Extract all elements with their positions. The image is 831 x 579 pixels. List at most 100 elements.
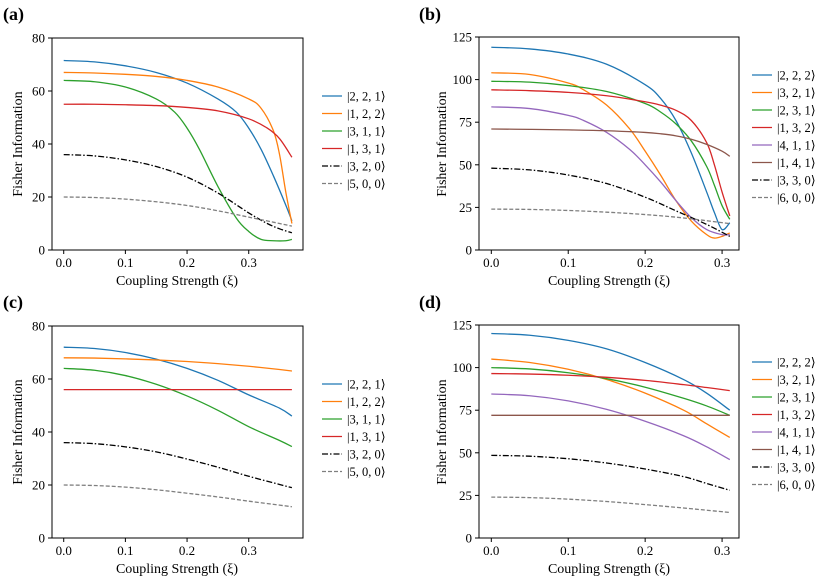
panel-a-y-tick-label: 80 <box>32 31 45 46</box>
panel-c-y-axis-title: Fisher Information <box>11 379 26 484</box>
panel-b-series-line-7 <box>491 208 730 225</box>
panel-a-series-line-5 <box>63 196 293 227</box>
panel-b-series-line-4 <box>491 106 730 236</box>
panel-d-series-line-0 <box>491 332 731 411</box>
panel-a-x-tick-label: 0.3 <box>241 255 257 270</box>
panel-b-y-tick-label: 125 <box>453 30 473 45</box>
panel-d-series-line-6 <box>491 454 730 491</box>
panel-c-series-line-1 <box>63 357 292 372</box>
panel-label-d: (d) <box>419 292 441 313</box>
panel-d-series-lines <box>491 332 731 514</box>
panel-label-c: (c) <box>3 292 23 313</box>
panel-a-y-tick-label: 40 <box>32 137 45 152</box>
panel-c-series-line-2 <box>63 367 293 448</box>
panel-b-x-tick-label: 0.1 <box>560 255 576 270</box>
panel-a-x-axis-title: Coupling Strength (ξ) <box>116 274 238 289</box>
panel-c-legend-label-2: |3, 1, 1⟩ <box>347 413 386 427</box>
panel-d-y-tick-label: 100 <box>453 360 473 375</box>
panel-a: (a) 0.0 0.1 0.2 0.3 0 20 40 60 80 |2, 2, 1⟩ |1, 2,… <box>3 4 386 289</box>
panel-d-legend-label-3: |1, 3, 2⟩ <box>777 408 816 422</box>
panel-a-series-line-2 <box>63 79 293 242</box>
panel-a-axes-frame <box>51 37 304 251</box>
panel-d-y-tick-label: 25 <box>459 488 472 503</box>
panel-d-legend-label-2: |2, 3, 1⟩ <box>777 391 816 405</box>
panel-d-legend: |2, 2, 2⟩ |3, 2, 1⟩ |2, 3, 1⟩ |1, 3, 2⟩ |4, … <box>752 356 816 492</box>
panel-a-marks: 0.0 0.1 0.2 0.3 0 20 40 60 80 |2, 2, 1⟩ |1, 2, 2⟩ |… <box>32 31 386 271</box>
panel-b-series-lines <box>491 46 731 239</box>
panel-b-legend-label-3: |1, 3, 2⟩ <box>777 121 816 135</box>
panel-d-x-tick-label: 0.1 <box>560 543 576 558</box>
panel-d-marks: 0.0 0.1 0.2 0.3 0 25 50 75 100 125 |2, 2, 2⟩ |3, 2,… <box>453 318 816 559</box>
panel-c-x-tick-label: 0.0 <box>56 543 72 558</box>
panel-b-y-tick-label: 25 <box>459 200 472 215</box>
panel-b-legend-label-6: |3, 3, 0⟩ <box>777 174 816 188</box>
panel-a-x-tick-label: 0.0 <box>56 255 72 270</box>
panel-a-legend-label-4: |3, 2, 0⟩ <box>347 160 386 174</box>
panel-d-x-tick-label: 0.3 <box>714 543 730 558</box>
panel-c-y-tick-label: 80 <box>32 319 45 334</box>
panel-d: (d) 0.0 0.1 0.2 0.3 0 25 50 75 100 125 |2, 2, 2⟩ |3… <box>419 292 816 577</box>
panel-a-y-tick-label: 60 <box>32 84 45 99</box>
panel-d-legend-label-0: |2, 2, 2⟩ <box>777 356 816 370</box>
panel-b-y-tick-label: 75 <box>459 115 472 130</box>
panel-c-legend-label-5: |5, 0, 0⟩ <box>347 465 386 479</box>
panel-d-series-line-1 <box>491 358 731 439</box>
panel-b-y-axis-title: Fisher Information <box>435 91 450 196</box>
panel-c-y-tick-label: 40 <box>32 425 45 440</box>
panel-a-y-axis-title: Fisher Information <box>11 91 26 196</box>
panel-c-legend-label-0: |2, 2, 1⟩ <box>347 378 386 392</box>
panel-c-series-line-0 <box>63 346 293 417</box>
panel-a-series-line-1 <box>63 71 293 224</box>
panel-b-series-line-5 <box>491 128 731 157</box>
panel-b-legend-label-4: |4, 1, 1⟩ <box>777 139 816 153</box>
panel-b: (b) 0.0 0.1 0.2 0.3 0 25 50 75 100 125 |2, 2, 2⟩ |3… <box>419 4 816 289</box>
panel-c-x-tick-label: 0.3 <box>241 543 257 558</box>
panel-label-b: (b) <box>419 4 441 25</box>
panel-d-y-tick-label: 125 <box>453 318 473 333</box>
panel-b-marks: 0.0 0.1 0.2 0.3 0 25 50 75 100 125 |2, 2, 2⟩ |3, 2,… <box>453 30 816 271</box>
panel-b-x-tick-label: 0.3 <box>714 255 730 270</box>
panel-d-legend-label-5: |1, 4, 1⟩ <box>777 443 816 457</box>
panel-c-series-lines <box>63 346 293 508</box>
panel-b-x-tick-label: 0.2 <box>637 255 653 270</box>
panel-c-legend-label-3: |1, 3, 1⟩ <box>347 430 386 444</box>
panel-c-series-line-4 <box>63 441 293 489</box>
panel-a-series-line-0 <box>63 59 293 222</box>
panel-b-legend: |2, 2, 2⟩ |3, 2, 1⟩ |2, 3, 1⟩ |1, 3, 2⟩ |4, … <box>752 69 816 205</box>
panel-d-series-line-2 <box>491 366 731 416</box>
panel-d-series-line-7 <box>491 496 730 514</box>
panel-c-y-tick-label: 20 <box>32 478 45 493</box>
panel-a-x-tick-label: 0.1 <box>117 255 133 270</box>
panel-c-axes-frame <box>51 325 304 539</box>
panel-d-series-line-3 <box>491 372 730 392</box>
panel-d-y-tick-label: 0 <box>466 531 473 546</box>
panel-d-legend-label-6: |3, 3, 0⟩ <box>777 461 816 475</box>
panel-a-legend-label-3: |1, 3, 1⟩ <box>347 142 386 156</box>
panel-b-series-line-3 <box>491 89 731 217</box>
panel-b-series-line-2 <box>491 80 731 220</box>
panel-a-legend-label-0: |2, 2, 1⟩ <box>347 90 386 104</box>
panel-a-legend: |2, 2, 1⟩ |1, 2, 2⟩ |3, 1, 1⟩ |1, 3, 1⟩ |3, … <box>322 90 386 191</box>
panel-a-series-lines <box>63 59 293 242</box>
panel-a-legend-label-1: |1, 2, 2⟩ <box>347 107 386 121</box>
panel-c-series-line-5 <box>63 484 292 508</box>
panel-a-y-tick-label: 20 <box>32 190 45 205</box>
panel-b-legend-label-2: |2, 3, 1⟩ <box>777 104 816 118</box>
panel-d-legend-label-1: |3, 2, 1⟩ <box>777 373 816 387</box>
panel-a-x-tick-label: 0.2 <box>179 255 195 270</box>
panel-c-y-tick-label: 0 <box>39 531 46 546</box>
panel-b-series-line-6 <box>491 167 731 237</box>
panel-b-legend-label-7: |6, 0, 0⟩ <box>777 191 816 205</box>
panel-c-legend-label-1: |1, 2, 2⟩ <box>347 395 386 409</box>
panel-b-x-tick-label: 0.0 <box>483 255 499 270</box>
panel-a-legend-label-5: |5, 0, 0⟩ <box>347 177 386 191</box>
panel-b-legend-label-1: |3, 2, 1⟩ <box>777 86 816 100</box>
panel-d-x-axis-title: Coupling Strength (ξ) <box>548 562 670 577</box>
panel-c-x-tick-label: 0.1 <box>117 543 133 558</box>
panel-a-y-tick-label: 0 <box>39 243 46 258</box>
panel-a-series-line-4 <box>63 153 293 234</box>
panel-c-legend: |2, 2, 1⟩ |1, 2, 2⟩ |3, 1, 1⟩ |1, 3, 1⟩ |3, … <box>322 378 386 479</box>
panel-b-axes-frame <box>478 36 740 251</box>
panel-b-legend-label-0: |2, 2, 2⟩ <box>777 69 816 83</box>
